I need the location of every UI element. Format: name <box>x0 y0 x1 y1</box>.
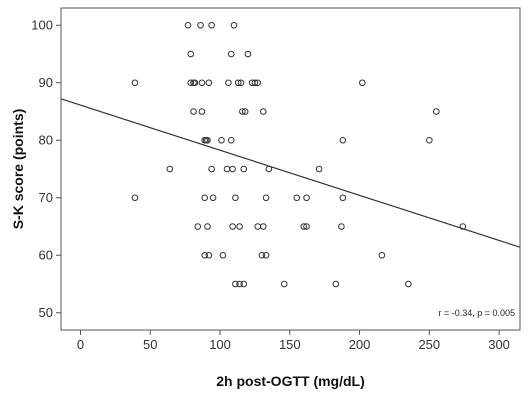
data-point <box>187 50 195 58</box>
data-point <box>259 108 267 115</box>
data-point <box>303 194 310 202</box>
data-point <box>300 223 308 230</box>
data-point <box>262 194 270 202</box>
data-point <box>131 194 139 202</box>
data-point <box>204 223 211 230</box>
data-point <box>432 108 440 115</box>
data-point <box>225 79 232 87</box>
data-point <box>208 21 215 29</box>
data-point <box>239 108 246 115</box>
data-point <box>197 21 204 29</box>
data-point <box>405 280 412 288</box>
y-axis-title: S-K score (points) <box>10 109 26 230</box>
y-tick-label: 60 <box>39 247 53 262</box>
data-point <box>227 50 235 58</box>
x-tick-label: 150 <box>279 337 301 352</box>
x-axis-title: 2h post-OGTT (mg/dL) <box>216 373 365 389</box>
x-tick-label: 50 <box>143 337 157 352</box>
data-point <box>234 79 242 87</box>
x-tick-label: 300 <box>488 337 510 352</box>
data-point <box>194 223 202 230</box>
data-point <box>293 194 301 202</box>
data-point <box>262 251 270 259</box>
data-point <box>218 136 225 144</box>
data-point <box>237 79 245 87</box>
data-point <box>339 136 347 144</box>
data-point <box>303 223 310 230</box>
data-point <box>254 223 262 230</box>
data-point <box>205 251 213 259</box>
data-point <box>315 165 323 173</box>
data-point <box>223 165 231 173</box>
data-point <box>198 108 206 115</box>
data-point <box>205 79 213 87</box>
data-point <box>204 136 211 144</box>
y-tick-label: 50 <box>39 305 53 320</box>
data-point <box>187 79 195 87</box>
data-point <box>190 108 197 115</box>
data-point <box>240 280 248 288</box>
data-point <box>426 136 433 144</box>
data-point <box>339 194 347 202</box>
data-point <box>251 79 259 87</box>
data-point <box>201 251 208 259</box>
data-point <box>166 165 174 173</box>
data-point <box>230 21 238 29</box>
data-point <box>332 280 340 288</box>
data-point <box>229 165 236 173</box>
data-point <box>229 223 236 230</box>
data-point <box>240 165 248 173</box>
plot-frame <box>60 7 521 331</box>
correlation-annotation: r = -0.34, p = 0.005 <box>438 308 515 318</box>
data-point <box>184 21 192 29</box>
data-point <box>236 223 243 230</box>
x-tick-label: 0 <box>77 337 84 352</box>
y-axis-ticks: 50 60 70 80 90 100 <box>31 17 61 320</box>
data-point <box>232 280 239 288</box>
data-points <box>131 21 467 288</box>
data-point <box>131 79 139 87</box>
y-tick-label: 70 <box>39 190 53 205</box>
data-point <box>378 251 386 259</box>
regression-line-group <box>60 98 521 248</box>
data-point <box>236 280 243 288</box>
data-point <box>254 79 262 87</box>
x-tick-label: 200 <box>349 337 371 352</box>
x-tick-label: 100 <box>209 337 231 352</box>
data-point <box>201 194 208 202</box>
data-point <box>219 251 227 259</box>
y-tick-label: 100 <box>31 17 53 32</box>
data-point <box>359 79 366 87</box>
x-tick-label: 250 <box>418 337 440 352</box>
data-point <box>191 79 199 87</box>
data-point <box>241 108 249 115</box>
data-point <box>209 194 217 202</box>
y-tick-label: 80 <box>39 132 53 147</box>
data-point <box>208 165 215 173</box>
data-point <box>258 251 266 259</box>
data-point <box>259 223 267 230</box>
data-point <box>338 223 345 230</box>
data-point <box>280 280 288 288</box>
data-point <box>198 79 206 87</box>
data-point <box>232 194 239 202</box>
x-axis-ticks: 0 50 100 150 200 250 300 <box>77 330 510 352</box>
y-tick-label: 90 <box>39 75 53 90</box>
data-point <box>227 136 235 144</box>
data-point <box>244 50 252 58</box>
regression-line <box>60 98 521 248</box>
